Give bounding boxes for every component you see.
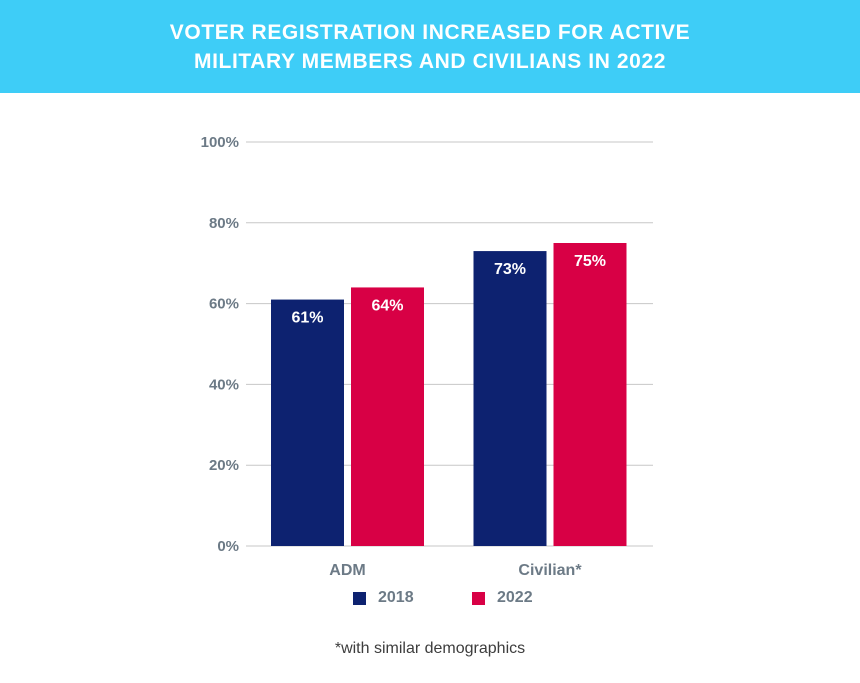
bar [473, 251, 547, 546]
legend-label-2018: 2018 [378, 589, 414, 606]
x-category-label: ADM [329, 562, 365, 579]
chart-title-line-1: VOTER REGISTRATION INCREASED FOR ACTIVE [169, 20, 691, 44]
legend-swatch-2022 [472, 591, 485, 605]
y-tick-label: 100% [201, 134, 239, 151]
data-label: 61% [291, 310, 323, 327]
chart-title-line-2: MILITARY MEMBERS AND CIVILIANS IN 2022 [193, 49, 667, 73]
legend: 2018 2022 [0, 589, 860, 611]
chart-title: VOTER REGISTRATION INCREASED FOR ACTIVE … [80, 18, 780, 76]
y-tick-label: 40% [209, 376, 239, 393]
chart-header: VOTER REGISTRATION INCREASED FOR ACTIVE … [0, 0, 860, 93]
footnote: *with similar demographics [334, 640, 526, 657]
data-label: 64% [371, 297, 403, 314]
bar [553, 243, 627, 546]
data-label: 75% [574, 253, 606, 270]
x-category-label: Civilian* [518, 562, 582, 579]
legend-item-2022: 2022 [472, 589, 533, 607]
y-tick-label: 60% [209, 296, 239, 313]
legend-swatch-2018 [353, 591, 366, 605]
y-tick-label: 0% [217, 538, 239, 555]
legend-item-2018: 2018 [353, 589, 414, 607]
bar [271, 299, 344, 546]
y-tick-label: 20% [209, 457, 239, 474]
y-tick-label: 80% [209, 215, 239, 232]
legend-label-2022: 2022 [497, 589, 533, 606]
data-label: 73% [494, 261, 526, 278]
bar [351, 287, 424, 546]
